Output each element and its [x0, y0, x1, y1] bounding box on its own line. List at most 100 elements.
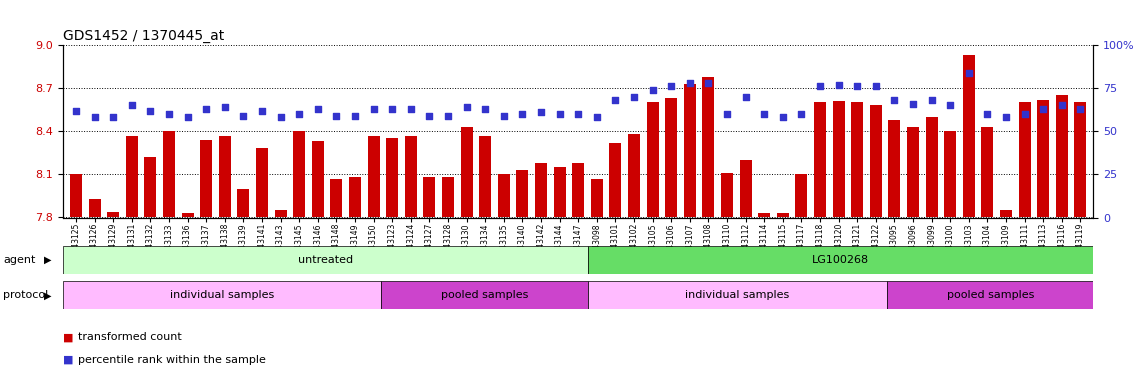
- Point: [867, 83, 885, 89]
- Bar: [349, 177, 361, 218]
- Bar: [1019, 102, 1030, 218]
- Point: [848, 83, 867, 89]
- Bar: [442, 177, 455, 218]
- Point: [811, 83, 829, 89]
- Text: ■: ■: [63, 333, 73, 342]
- Point: [960, 70, 978, 76]
- Point: [532, 109, 551, 115]
- Bar: [925, 117, 938, 218]
- Bar: [163, 131, 175, 218]
- Bar: [945, 131, 956, 218]
- Text: ▶: ▶: [45, 290, 52, 300]
- Bar: [275, 210, 286, 218]
- Point: [718, 111, 736, 117]
- Point: [680, 80, 698, 86]
- Point: [736, 94, 755, 100]
- Bar: [758, 213, 771, 217]
- Point: [458, 104, 476, 110]
- Bar: [108, 212, 119, 217]
- Bar: [293, 131, 306, 218]
- Bar: [870, 105, 882, 218]
- Bar: [70, 174, 82, 217]
- Bar: [832, 101, 845, 217]
- Bar: [609, 143, 622, 218]
- Bar: [627, 134, 640, 218]
- Point: [774, 114, 792, 120]
- Bar: [981, 127, 994, 218]
- Bar: [684, 84, 696, 218]
- Bar: [887, 281, 1093, 309]
- Bar: [516, 170, 529, 217]
- Text: pooled samples: pooled samples: [441, 290, 528, 300]
- Bar: [963, 55, 974, 217]
- Bar: [498, 174, 510, 217]
- Bar: [144, 157, 157, 218]
- Bar: [237, 189, 250, 218]
- Bar: [63, 246, 587, 274]
- Bar: [424, 177, 435, 218]
- Bar: [587, 246, 1093, 274]
- Bar: [126, 136, 137, 218]
- Point: [513, 111, 531, 117]
- Point: [885, 97, 903, 103]
- Point: [123, 102, 141, 108]
- Point: [551, 111, 569, 117]
- Point: [569, 111, 587, 117]
- Text: ▶: ▶: [45, 255, 52, 265]
- Text: percentile rank within the sample: percentile rank within the sample: [78, 355, 266, 365]
- Bar: [405, 136, 417, 218]
- Bar: [460, 127, 473, 218]
- Point: [923, 97, 941, 103]
- Point: [903, 100, 922, 106]
- Point: [104, 114, 123, 120]
- Point: [587, 114, 606, 120]
- Point: [235, 113, 253, 119]
- Point: [364, 106, 382, 112]
- Point: [215, 104, 234, 110]
- Text: GDS1452 / 1370445_at: GDS1452 / 1370445_at: [63, 28, 224, 43]
- Point: [643, 87, 662, 93]
- Bar: [889, 120, 900, 218]
- Bar: [740, 160, 751, 218]
- Bar: [219, 136, 231, 218]
- Point: [290, 111, 308, 117]
- Point: [141, 108, 159, 114]
- Point: [253, 108, 271, 114]
- Text: individual samples: individual samples: [686, 290, 790, 300]
- Bar: [553, 167, 566, 217]
- Point: [1016, 111, 1034, 117]
- Bar: [331, 178, 342, 218]
- Bar: [386, 138, 398, 218]
- Point: [1034, 106, 1052, 112]
- Bar: [1037, 100, 1049, 218]
- Bar: [200, 140, 212, 218]
- Point: [978, 111, 996, 117]
- Text: pooled samples: pooled samples: [947, 290, 1034, 300]
- Text: individual samples: individual samples: [171, 290, 275, 300]
- Point: [625, 94, 643, 100]
- Text: agent: agent: [3, 255, 35, 265]
- Point: [792, 111, 811, 117]
- Point: [309, 106, 327, 112]
- Text: transformed count: transformed count: [78, 333, 182, 342]
- Bar: [381, 281, 587, 309]
- Point: [997, 114, 1016, 120]
- Text: ■: ■: [63, 355, 73, 365]
- Bar: [647, 102, 658, 218]
- Bar: [88, 199, 101, 217]
- Bar: [776, 213, 789, 217]
- Point: [66, 108, 85, 114]
- Point: [86, 114, 104, 120]
- Bar: [814, 102, 826, 218]
- Point: [420, 113, 439, 119]
- Text: untreated: untreated: [298, 255, 353, 265]
- Bar: [368, 136, 380, 218]
- Bar: [796, 174, 807, 217]
- Bar: [591, 178, 603, 218]
- Point: [606, 97, 624, 103]
- Point: [476, 106, 495, 112]
- Point: [829, 82, 847, 88]
- Bar: [665, 98, 678, 218]
- Bar: [721, 173, 733, 217]
- Bar: [572, 163, 584, 218]
